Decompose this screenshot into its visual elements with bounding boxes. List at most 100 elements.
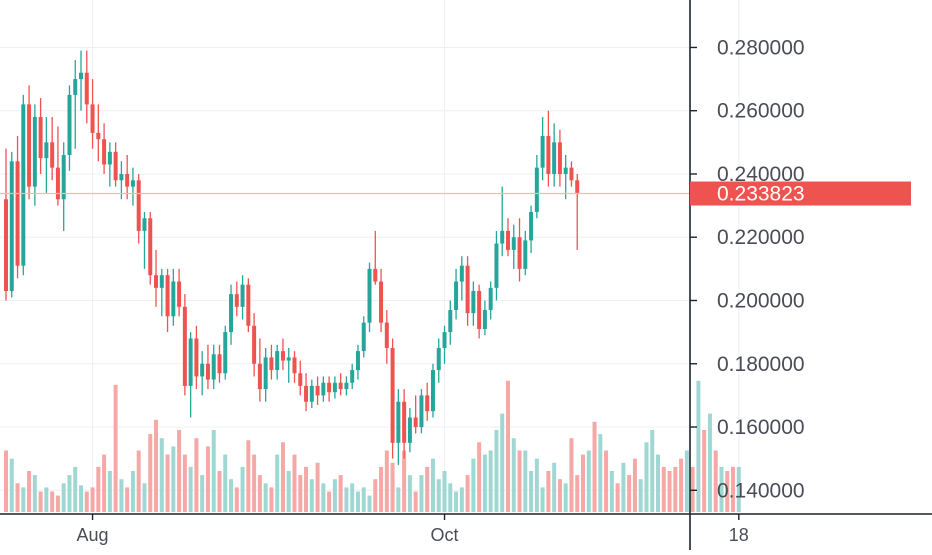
price-tick-label: 0.160000	[717, 416, 805, 439]
volume-bar	[557, 479, 562, 512]
candle	[61, 142, 66, 231]
candle-body	[523, 240, 528, 269]
candle	[477, 284, 482, 339]
volume-bar	[396, 487, 401, 512]
volume-bar	[321, 483, 326, 512]
volume-bars	[4, 380, 741, 512]
volume-bar	[79, 485, 84, 512]
volume-bar	[673, 466, 678, 512]
candle	[79, 50, 84, 111]
volume-bar	[702, 430, 707, 512]
time-tick-label: Aug	[77, 525, 109, 545]
candle	[211, 344, 216, 390]
candle	[67, 85, 72, 171]
candle-body	[292, 357, 297, 374]
candle	[4, 148, 8, 301]
volume-bar	[188, 466, 193, 512]
candle	[505, 218, 510, 257]
candle-body	[569, 167, 574, 181]
last-price-label-background	[690, 181, 911, 206]
candle	[442, 325, 447, 364]
price-axis[interactable]: 0.280000 0.260000 0.240000 0.220000 0.200000…	[690, 36, 805, 502]
candle-body	[552, 142, 557, 174]
candle-body	[459, 265, 464, 282]
volume-bar	[136, 450, 141, 512]
candle-body	[211, 354, 216, 380]
candle-body	[205, 363, 210, 380]
candle	[90, 79, 95, 149]
volume-bar	[327, 491, 332, 512]
volume-bar	[471, 458, 476, 512]
candle	[217, 344, 222, 383]
candle-body	[465, 265, 470, 314]
volume-bar	[517, 450, 522, 512]
volume-bar	[9, 458, 14, 512]
time-axis[interactable]: Aug Oct 18	[77, 514, 749, 545]
candle-body	[154, 275, 159, 288]
volume-bar	[454, 491, 459, 512]
volume-bar	[67, 475, 72, 512]
candle-body	[142, 218, 147, 231]
volume-bar	[511, 438, 516, 512]
candle	[73, 60, 78, 149]
volume-bar	[44, 487, 49, 512]
candle	[350, 363, 355, 390]
volume-bar	[263, 483, 268, 512]
volume-bar	[494, 430, 499, 512]
candle	[234, 281, 239, 317]
candle-body	[177, 281, 182, 307]
volume-bar	[407, 475, 412, 512]
candle	[223, 325, 228, 380]
candle-body	[511, 237, 516, 250]
candle-body	[119, 173, 124, 181]
last-price-label-text: 0.233823	[717, 183, 805, 206]
candle	[338, 373, 343, 396]
candle	[413, 395, 418, 434]
volume-bar	[609, 471, 614, 512]
candle	[27, 85, 32, 200]
candle	[546, 110, 551, 187]
volume-bar	[650, 430, 655, 512]
candle	[159, 268, 164, 317]
volume-bar	[38, 491, 43, 512]
volume-bar	[61, 483, 66, 512]
candle	[511, 224, 516, 269]
candle	[194, 325, 199, 390]
volume-bar	[661, 466, 666, 512]
candle	[321, 376, 326, 402]
candle	[482, 300, 487, 336]
candle-body	[298, 373, 303, 386]
candle-body	[263, 357, 268, 390]
candle	[229, 284, 234, 345]
volume-bar	[690, 466, 695, 512]
volume-bar	[217, 471, 222, 512]
candle-body	[332, 382, 337, 393]
volume-bar	[240, 466, 245, 512]
candle	[257, 338, 262, 402]
volume-bar	[581, 454, 585, 512]
candle	[298, 360, 303, 396]
volume-bar	[736, 466, 741, 512]
candle	[177, 268, 182, 317]
grid	[0, 0, 740, 514]
candle	[252, 313, 257, 377]
volume-bar	[725, 471, 730, 512]
candle	[332, 376, 337, 399]
volume-bar	[177, 430, 182, 512]
candle	[494, 230, 499, 301]
volume-bar	[419, 475, 424, 512]
candle-body	[517, 237, 522, 269]
candle-body	[505, 230, 510, 250]
candles	[4, 50, 580, 465]
volume-bar	[200, 475, 205, 512]
candle-body	[113, 151, 118, 181]
volume-bar	[627, 475, 632, 512]
candle-body	[229, 294, 234, 333]
candle	[142, 211, 147, 269]
candle-body	[27, 104, 32, 187]
volume-bar	[50, 491, 55, 512]
volume-bar	[298, 475, 303, 512]
volume-bar	[119, 479, 124, 512]
